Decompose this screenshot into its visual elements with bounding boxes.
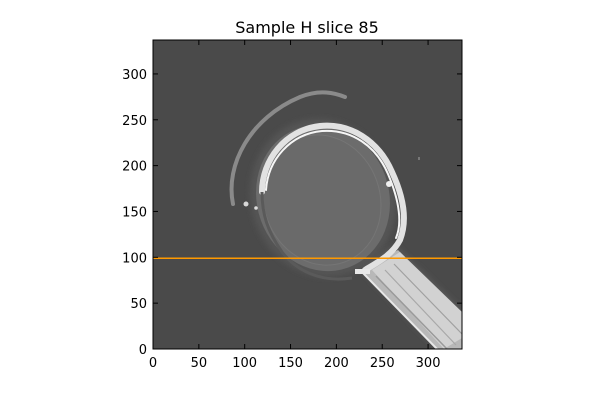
head-shell (259, 122, 407, 273)
x-tick-label: 0 (149, 356, 157, 371)
head-shell-lower (260, 191, 353, 281)
x-tick-label: 200 (324, 356, 349, 371)
y-axis-ticks: 0 50 100 150 200 250 300 (122, 68, 462, 358)
x-tick-label: 100 (232, 356, 257, 371)
x-tick-label: 250 (370, 356, 395, 371)
bright-spot-2 (243, 201, 249, 207)
x-tick-label: 50 (191, 356, 208, 371)
x-tick-label: 300 (416, 356, 441, 371)
ct-slice-image (153, 40, 462, 349)
bright-spot-4 (355, 269, 370, 274)
speck (418, 157, 420, 160)
y-tick-label: 100 (122, 251, 147, 266)
handle-shaft (360, 245, 462, 349)
y-tick-label: 0 (139, 343, 147, 358)
head-shell-highlight (265, 129, 401, 239)
y-tick-label: 150 (122, 205, 147, 220)
x-tick-label: 150 (278, 356, 303, 371)
axes-frame (152, 39, 463, 350)
bright-spot-1 (386, 181, 392, 187)
y-tick-label: 200 (122, 160, 147, 175)
y-tick-label: 250 (122, 114, 147, 129)
x-axis-ticks: 0 50 100 150 200 250 300 (149, 40, 441, 371)
chart-title: Sample H slice 85 (235, 18, 379, 37)
y-tick-label: 300 (122, 68, 147, 83)
y-tick-label: 50 (130, 297, 147, 312)
bright-spot-3 (254, 206, 258, 210)
outer-arc (229, 90, 347, 206)
